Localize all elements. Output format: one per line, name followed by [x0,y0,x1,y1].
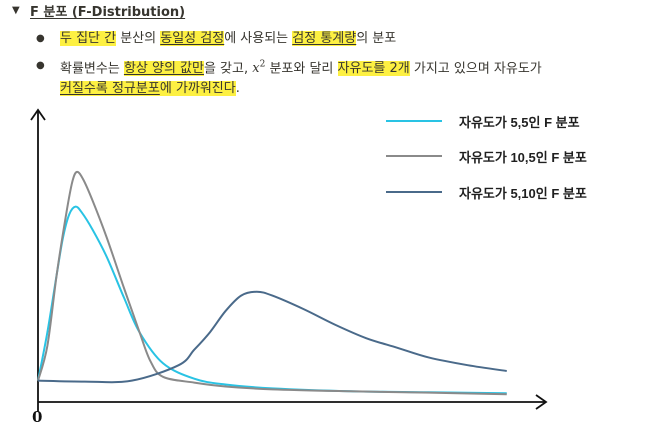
legend-label-1: 자유도가 5,5인 F 분포 [459,115,580,130]
plain-text: 확률변수는 [60,61,124,77]
bullet-text-2: 확률변수는 항상 양의 값만을 갖고, x2 분포와 달리 자유도를 2개 가지… [60,54,542,80]
highlight-text: 커질수록 정규분포 [60,81,160,96]
highlight-text: 동일성 검정 [160,31,225,46]
plain-text: 분포와 달리 [265,61,338,77]
origin-label: 0 [32,408,43,426]
series-line-3 [37,290,507,384]
math-x-squared: x2 [252,60,266,77]
bullet-text-2-line2: 커질수록 정규분포에 가까워진다. [60,77,240,100]
legend-label-2: 자유도가 10,5인 F 분포 [459,150,587,165]
highlight-text: 두 집단 간 [60,31,117,46]
highlight-text: 자유도를 2개 [337,61,410,77]
plain-text: 의 분포 [356,31,397,46]
highlight-text: 항상 양의 값만 [123,61,204,77]
plain-text: 을 갖고, [203,61,253,77]
plain-text: 분산의 [116,31,161,46]
series-line-2 [37,170,507,396]
legend-label-3: 자유도가 5,10인 F 분포 [459,186,587,201]
bullet-dot-icon: ● [36,60,45,71]
toggle-block[interactable]: ▼ F 분포 (F-Distribution) [12,1,186,20]
series-line-1 [37,205,507,395]
highlight-text: 에 가까워진다 [159,81,236,96]
bullet-text-1: 두 집단 간 분산의 동일성 검정에 사용되는 검정 통계량의 분포 [60,27,396,50]
y-axis [30,108,46,412]
highlight-text: 검정 통계량 [292,31,357,46]
plain-text: 에 사용되는 [224,31,293,46]
x-axis [38,394,548,410]
bullet-dot-icon: ● [36,33,45,44]
triangle-down-icon[interactable]: ▼ [12,4,20,16]
plain-text: . [235,81,240,96]
toggle-title: F 분포 (F-Distribution) [30,4,186,20]
plain-text: 가지고 있으며 자유도가 [409,61,542,77]
